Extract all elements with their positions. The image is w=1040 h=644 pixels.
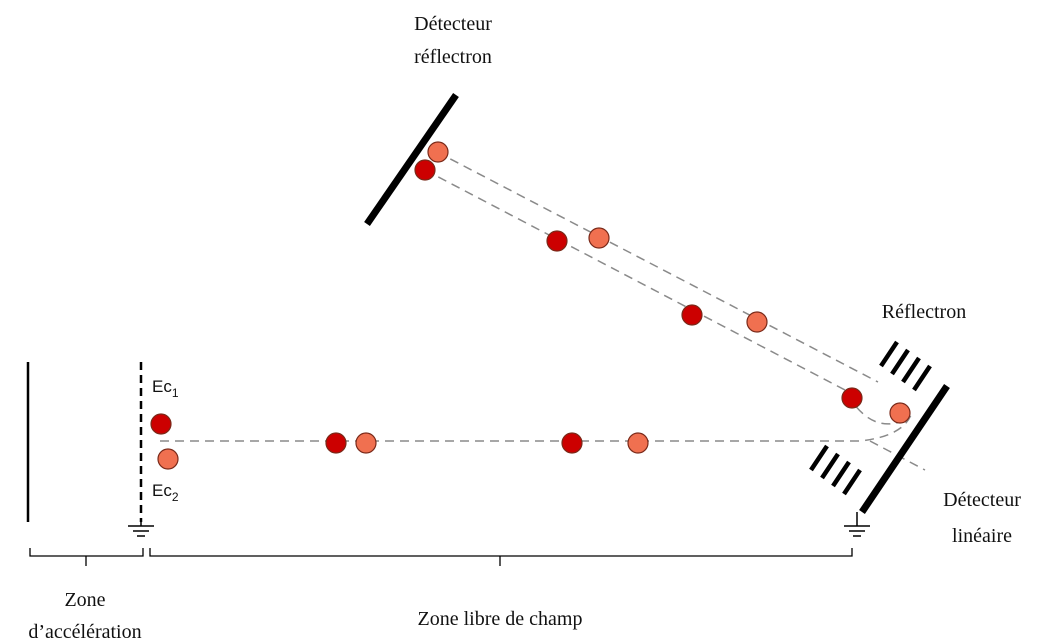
ions (150, 141, 911, 470)
ion-light-reflectron (889, 402, 911, 424)
linear-flight-path (160, 411, 913, 442)
label-ec2-sub: 2 (172, 490, 179, 504)
ion-light-linear-1 (355, 432, 377, 454)
ion-heavy-detected (414, 159, 436, 181)
label-ec1: Ec1 (152, 377, 179, 400)
linear-detector-plate (859, 384, 950, 514)
zone-brackets (29, 548, 853, 566)
ion-heavy-reflected-2 (546, 230, 568, 252)
ion-light-reflected-1 (746, 311, 768, 333)
ion-flight-paths (160, 151, 926, 471)
label-detector-reflectron-line1: Détecteur (414, 13, 492, 35)
ion-heavy-linear-1 (325, 432, 347, 454)
label-reflectron: Réflectron (882, 301, 966, 323)
ion-heavy-reflected-1 (681, 304, 703, 326)
label-ec1-base: Ec (152, 377, 172, 396)
reflectron-electrodes-lower (809, 444, 862, 496)
label-ec2: Ec2 (152, 481, 179, 504)
ion-light-linear-2 (627, 432, 649, 454)
reflectron-electrodes-upper (879, 340, 932, 392)
label-detector-reflectron-line2: réflectron (414, 46, 492, 68)
ion-light-start (157, 448, 179, 470)
reflectron-detector (364, 93, 459, 226)
label-detector-linear-line1: Détecteur (943, 489, 1021, 511)
ion-heavy-start (150, 413, 172, 435)
label-zone-free-field: Zone libre de champ (418, 608, 583, 630)
ground-symbol-reflectron (844, 512, 870, 537)
acceleration-zone (26, 362, 143, 522)
label-ec2-base: Ec (152, 481, 172, 500)
ion-light-detected (427, 141, 449, 163)
label-ec1-sub: 1 (172, 386, 179, 400)
ion-light-reflected-2 (588, 227, 610, 249)
label-zone-acceleration-line1: Zone (64, 589, 105, 611)
ion-heavy-reflectron (841, 387, 863, 409)
bracket-acceleration-zone (29, 548, 144, 566)
reflected-path-light (436, 151, 879, 383)
bracket-free-field-zone (149, 548, 853, 566)
ground-symbol-acceleration (128, 518, 154, 537)
reflected-path-heavy (424, 169, 901, 425)
label-zone-acceleration-line2: d’accélération (28, 621, 141, 643)
label-detector-linear-line2: linéaire (952, 525, 1012, 547)
ion-heavy-linear-2 (561, 432, 583, 454)
